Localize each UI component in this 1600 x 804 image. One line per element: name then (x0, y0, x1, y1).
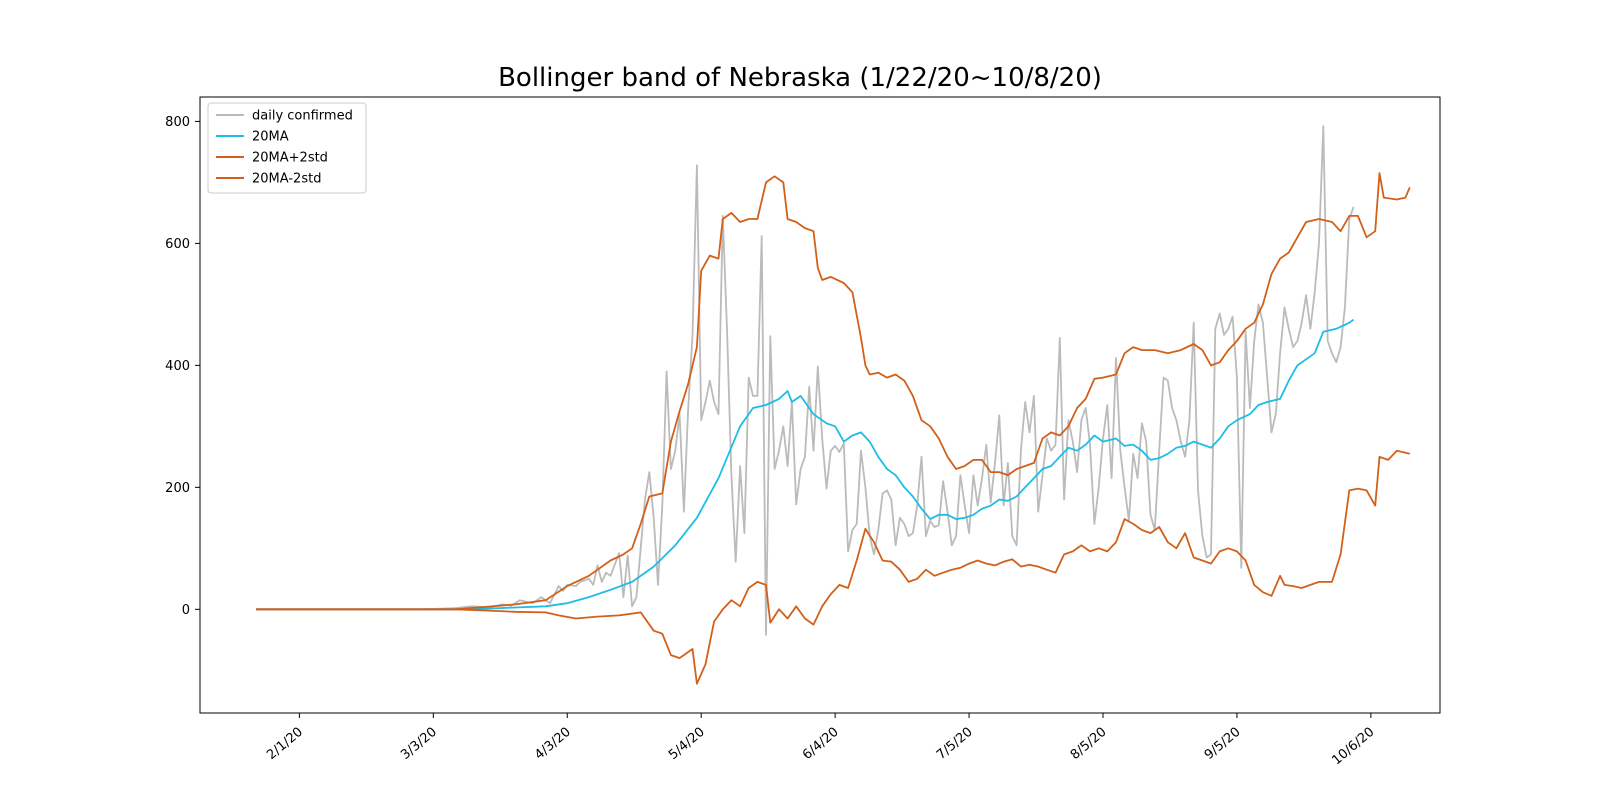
plot-frame (199, 96, 1441, 714)
y-tick-label-4: 800 (165, 115, 190, 130)
plot-area (256, 125, 1411, 685)
legend: daily confirmed 20MA 20MA+2std 20MA-2std (207, 102, 367, 194)
y-axis: 0 200 400 600 800 (165, 115, 200, 618)
legend-label-0: daily confirmed (252, 109, 353, 124)
x-tick-label-7: 9/5/20 (1202, 725, 1244, 763)
legend-label-3: 20MA-2std (252, 172, 321, 187)
x-tick-label-3: 5/4/20 (666, 725, 708, 763)
legend-label-2: 20MA+2std (252, 151, 328, 166)
y-tick-label-3: 600 (165, 237, 190, 252)
series-line-3 (256, 449, 1411, 685)
y-tick-label-2: 400 (165, 359, 190, 374)
x-tick-label-8: 10/6/20 (1329, 725, 1377, 769)
series-line-2 (256, 172, 1411, 611)
series-line-0 (256, 125, 1355, 636)
x-tick-label-1: 3/3/20 (398, 725, 440, 763)
x-tick-label-2: 4/3/20 (532, 725, 574, 763)
y-tick-label-1: 200 (165, 481, 190, 496)
series-line-1 (256, 318, 1355, 611)
y-tick-label-0: 0 (182, 603, 190, 618)
chart-title: Bollinger band of Nebraska (1/22/20~10/8… (498, 63, 1102, 93)
x-tick-label-0: 2/1/20 (264, 725, 306, 763)
legend-label-1: 20MA (252, 130, 289, 145)
x-axis: 2/1/20 3/3/20 4/3/20 5/4/20 6/4/20 7/5/20 8/5/… (264, 713, 1377, 768)
x-tick-label-6: 8/5/20 (1068, 725, 1110, 763)
legend-box (207, 102, 367, 194)
x-tick-label-4: 6/4/20 (800, 725, 842, 763)
x-tick-label-5: 7/5/20 (934, 725, 976, 763)
